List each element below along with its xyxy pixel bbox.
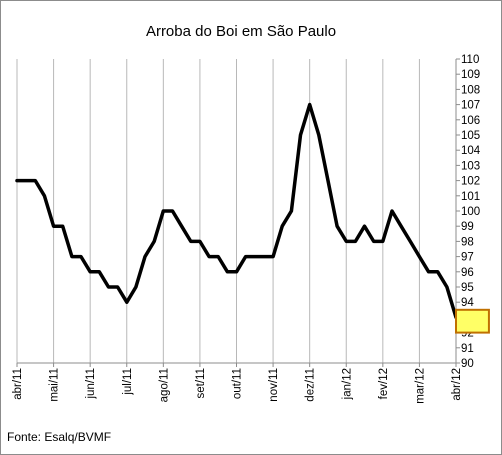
- y-tick-label: 98: [461, 236, 474, 248]
- y-tick-label: 91: [461, 343, 474, 355]
- y-tick-label: 96: [461, 267, 474, 279]
- y-tick-labels: 110 109 108 107 106 105 104 103 102 101 100 99 98 97 9…: [461, 54, 481, 370]
- x-tick-label: jul/11: [122, 368, 134, 396]
- y-tick-label: 110: [461, 54, 479, 66]
- chart-title: Arroba do Boi em São Paulo: [146, 23, 336, 40]
- x-tick-label: out/11: [232, 368, 244, 399]
- y-tick-label: 105: [461, 130, 480, 142]
- y-tick-label: 101: [461, 191, 480, 203]
- y-tick-label: 107: [461, 100, 480, 112]
- price-series-line: [15, 102, 458, 320]
- x-tick-label: abr/12: [451, 368, 463, 401]
- x-tick-label: fev/12: [378, 368, 390, 399]
- y-tick-label: 102: [461, 176, 480, 188]
- y-tick-label: 108: [461, 84, 480, 96]
- x-tick-labels: abr/11 mai/11 jun/11 jul/11 ago/11 set/11 out/…: [12, 368, 463, 404]
- x-tick-label: abr/11: [12, 368, 24, 400]
- x-tick-label: jan/12: [341, 368, 353, 400]
- y-tick-label: 97: [461, 252, 474, 264]
- x-tick-label: nov/11: [268, 368, 280, 402]
- y-tick-label: 109: [461, 69, 480, 81]
- grid-layer: [16, 59, 457, 363]
- x-tick-label: set/11: [195, 368, 207, 398]
- y-tick-label: 95: [461, 282, 474, 294]
- y-tick-label: 106: [461, 115, 480, 127]
- y-tick-label: 103: [461, 160, 480, 172]
- x-tick-label: jun/11: [85, 368, 97, 399]
- y-tick-label: 94: [461, 297, 474, 309]
- y-tick-label: 90: [461, 358, 474, 370]
- x-tick-label: mar/12: [414, 368, 426, 404]
- y-tick-label: 99: [461, 221, 474, 233]
- y-tick-label: 100: [461, 206, 480, 218]
- annotation-layer: [455, 308, 490, 334]
- series-layer: [15, 102, 458, 320]
- x-tick-label: mai/11: [49, 368, 61, 402]
- y-tick-label: 104: [461, 145, 481, 157]
- source-note: Fonte: Esalq/BVMF: [7, 430, 111, 444]
- highlight-box: [455, 308, 490, 334]
- x-tick-label: dez/11: [305, 368, 317, 402]
- x-tick-label: ago/11: [158, 368, 170, 402]
